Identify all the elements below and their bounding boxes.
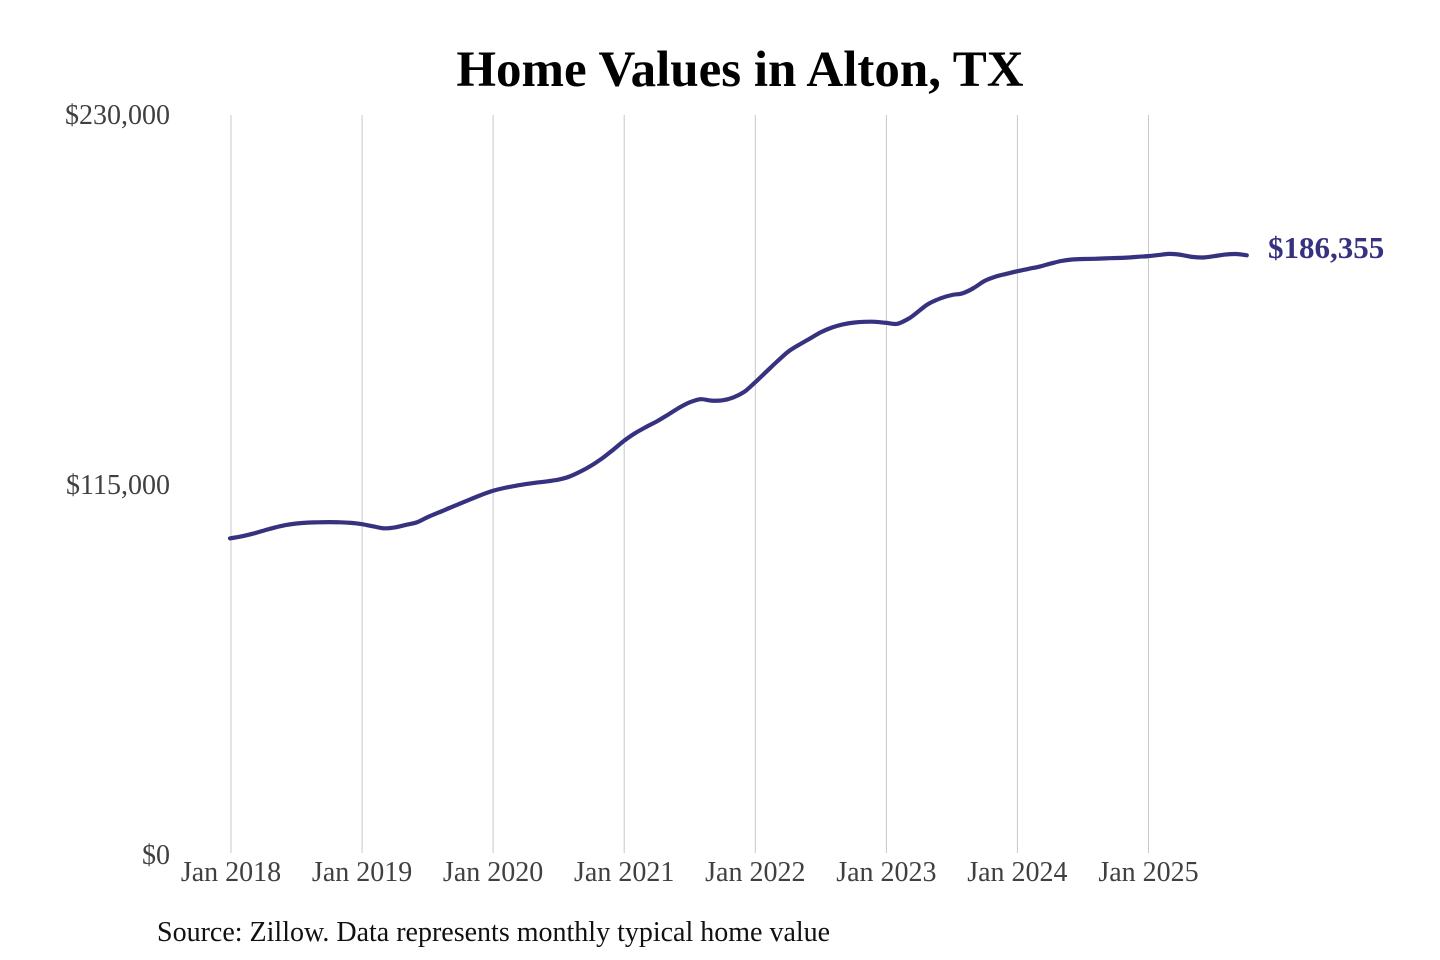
svg-text:Jan 2024: Jan 2024 [967, 857, 1067, 888]
svg-text:Jan 2023: Jan 2023 [836, 857, 936, 888]
svg-text:$230,000: $230,000 [65, 100, 170, 131]
svg-text:Source: Zillow. Data represent: Source: Zillow. Data represents monthly … [157, 917, 830, 948]
svg-text:$115,000: $115,000 [66, 470, 170, 501]
svg-text:Jan 2021: Jan 2021 [574, 857, 674, 888]
svg-text:Jan 2025: Jan 2025 [1098, 857, 1198, 888]
svg-text:Jan 2018: Jan 2018 [181, 857, 281, 888]
svg-text:$186,355: $186,355 [1268, 230, 1384, 265]
svg-text:$0: $0 [142, 840, 170, 871]
svg-text:Jan 2020: Jan 2020 [443, 857, 543, 888]
svg-text:Home Values in Alton, TX: Home Values in Alton, TX [456, 42, 1023, 98]
svg-text:Jan 2022: Jan 2022 [705, 857, 805, 888]
svg-text:Jan 2019: Jan 2019 [312, 857, 412, 888]
